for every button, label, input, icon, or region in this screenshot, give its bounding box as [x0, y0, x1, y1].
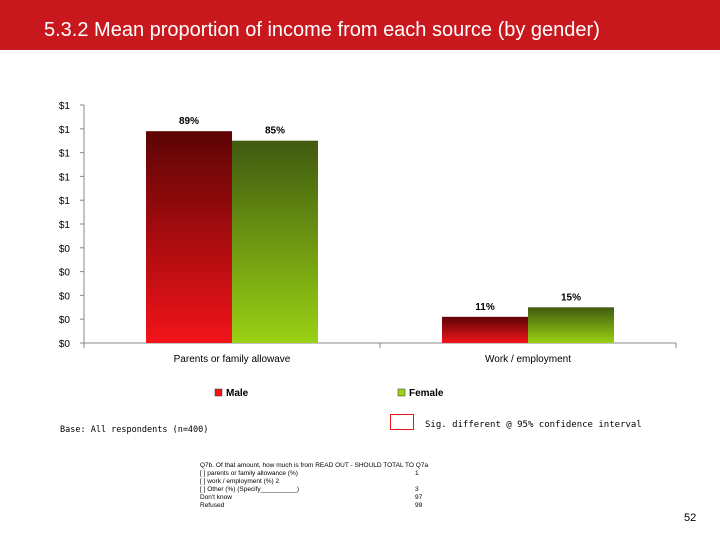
legend-label: Female	[409, 388, 444, 399]
sig-legend-box	[390, 414, 414, 430]
data-label: 89%	[179, 116, 199, 127]
bar-female	[232, 140, 318, 343]
y-tick-label: $0	[59, 291, 71, 302]
y-tick-label: $0	[59, 268, 71, 279]
y-tick-label: $1	[59, 101, 71, 112]
bar-male	[146, 131, 232, 343]
x-tick-label: Parents or family allowave	[174, 354, 291, 365]
base-note: Base: All respondents (n=400)	[60, 425, 209, 435]
data-label: 85%	[265, 126, 285, 137]
question-row-text: Refused	[200, 502, 225, 509]
title-bar	[0, 0, 720, 50]
question-row-text: [ ] Other (%) (Specify__________)	[200, 486, 299, 493]
question-row-code: 1	[415, 470, 419, 477]
y-tick-label: $0	[59, 339, 71, 350]
question-row-code: 99	[415, 502, 423, 509]
y-tick-label: $1	[59, 125, 71, 136]
bar-female	[528, 307, 614, 343]
legend-swatch	[214, 388, 223, 397]
bar-male	[442, 316, 528, 343]
y-tick-label: $0	[59, 315, 71, 326]
x-tick-label: Work / employment	[485, 354, 571, 365]
y-tick-label: $1	[59, 172, 71, 183]
question-row-text: Don't know	[200, 494, 232, 501]
sig-note: Sig. different @ 95% confidence interval	[425, 420, 642, 430]
data-label: 15%	[561, 292, 581, 303]
data-label: 11%	[475, 302, 495, 313]
question-row-text: [ ] parents or family allowance (%)	[200, 470, 298, 477]
y-tick-label: $0	[59, 244, 71, 255]
y-tick-label: $1	[59, 149, 71, 160]
y-tick-label: $1	[59, 196, 71, 207]
question-row-code: 97	[415, 494, 423, 501]
question-row-text: Q7b. Of that amount, how much is from RE…	[200, 462, 429, 469]
legend-label: Male	[226, 388, 249, 399]
slide-title: 5.3.2 Mean proportion of income from eac…	[44, 19, 600, 41]
question-row-code: 3	[415, 486, 419, 493]
page-number: 52	[684, 512, 697, 524]
question-row-text: [ ] work / employment (%) 2	[200, 478, 280, 485]
y-tick-label: $1	[59, 220, 71, 231]
legend-swatch	[397, 388, 406, 397]
